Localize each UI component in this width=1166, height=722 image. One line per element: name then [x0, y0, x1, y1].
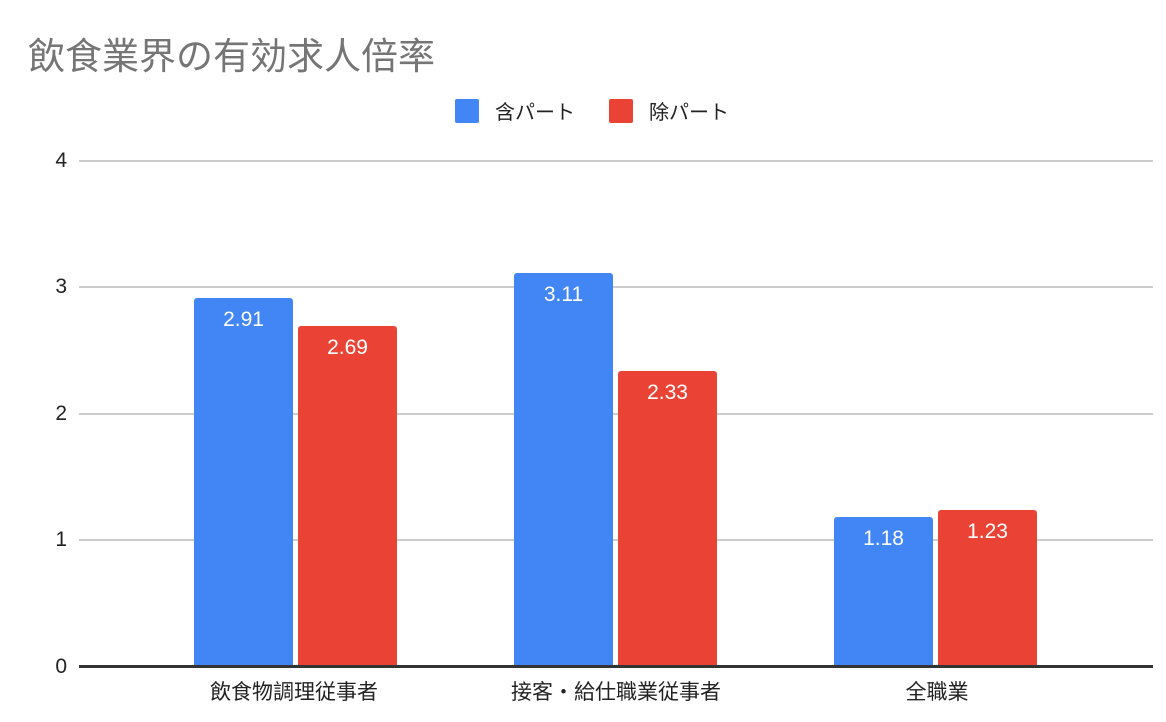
- gridline-2: [79, 413, 1153, 415]
- legend-swatch-red-icon: [609, 98, 633, 123]
- y-tick-0: 0: [55, 655, 67, 678]
- bar-g0-excl-part[interactable]: 2.69: [298, 326, 397, 666]
- y-tick-2: 2: [55, 402, 67, 425]
- chart-title: 飲食業界の有効求人倍率: [28, 35, 435, 78]
- legend-label: 除パート: [649, 100, 729, 124]
- gridline-1: [79, 539, 1153, 541]
- x-tick-label-2: 全職業: [905, 680, 969, 704]
- bar-g0-incl-part[interactable]: 2.91: [194, 298, 293, 666]
- x-axis-baseline: [79, 665, 1153, 668]
- bar-value-label: 2.33: [647, 381, 688, 404]
- legend-swatch-blue-icon: [455, 98, 479, 123]
- bar-value-label: 2.91: [223, 308, 264, 331]
- y-tick-1: 1: [55, 528, 67, 551]
- bar-value-label: 1.18: [863, 527, 904, 550]
- x-tick-label-0: 飲食物調理従事者: [210, 680, 378, 704]
- gridline-3: [79, 286, 1153, 288]
- gridline-4: [79, 160, 1153, 162]
- legend-item-excl-part[interactable]: 除パート: [609, 96, 729, 125]
- bar-value-label: 3.11: [543, 283, 584, 306]
- bar-g2-excl-part[interactable]: 1.23: [938, 510, 1037, 666]
- plot-area: 4 3 2 1 0 2.91 2.69 3.11 2.33 1.18 1.23 …: [55, 149, 1153, 704]
- y-tick-3: 3: [55, 275, 67, 298]
- bar-g1-incl-part[interactable]: 3.11: [514, 273, 613, 666]
- legend-label: 含パート: [495, 100, 575, 124]
- y-tick-4: 4: [55, 149, 67, 172]
- x-tick-label-1: 接客・給仕職業従事者: [511, 680, 721, 704]
- bar-value-label: 2.69: [327, 336, 368, 359]
- bar-value-label: 1.23: [967, 520, 1008, 543]
- legend: 含パート 除パート: [0, 96, 1166, 125]
- bar-g2-incl-part[interactable]: 1.18: [834, 517, 933, 666]
- legend-item-incl-part[interactable]: 含パート: [455, 96, 575, 125]
- bar-g1-excl-part[interactable]: 2.33: [618, 371, 717, 666]
